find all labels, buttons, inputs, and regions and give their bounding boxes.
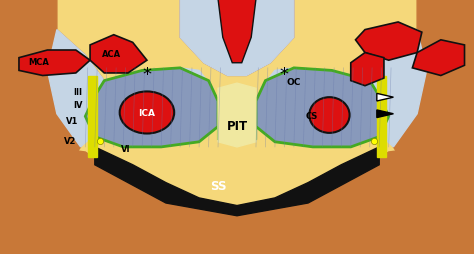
Polygon shape — [256, 69, 389, 147]
Polygon shape — [218, 84, 256, 147]
Text: CS: CS — [306, 111, 318, 120]
Polygon shape — [88, 76, 97, 157]
Polygon shape — [356, 23, 422, 61]
Text: III: III — [74, 87, 82, 97]
Text: ACA: ACA — [102, 50, 121, 59]
Polygon shape — [95, 147, 379, 216]
Text: VI: VI — [121, 144, 130, 153]
Text: *: * — [143, 66, 151, 84]
Polygon shape — [377, 94, 393, 102]
Text: SS: SS — [210, 179, 226, 192]
Polygon shape — [370, 0, 474, 241]
Text: OC: OC — [287, 78, 301, 87]
Text: V2: V2 — [64, 136, 76, 146]
Polygon shape — [180, 0, 294, 76]
Polygon shape — [85, 69, 218, 147]
Polygon shape — [351, 53, 384, 86]
Polygon shape — [377, 76, 386, 157]
Polygon shape — [218, 0, 256, 64]
Polygon shape — [0, 0, 104, 241]
Text: ICA: ICA — [138, 108, 155, 118]
Polygon shape — [90, 36, 147, 74]
Polygon shape — [0, 147, 474, 254]
Text: PIT: PIT — [227, 119, 247, 132]
Ellipse shape — [119, 92, 174, 134]
Text: MCA: MCA — [28, 58, 49, 67]
Polygon shape — [261, 30, 427, 147]
Polygon shape — [412, 41, 465, 76]
Text: IV: IV — [73, 101, 83, 110]
Text: *: * — [280, 66, 289, 84]
Polygon shape — [180, 0, 294, 76]
Polygon shape — [218, 114, 256, 140]
Polygon shape — [377, 110, 393, 118]
Text: V1: V1 — [66, 117, 78, 126]
Polygon shape — [47, 30, 213, 147]
Polygon shape — [19, 51, 90, 76]
Ellipse shape — [309, 98, 349, 133]
